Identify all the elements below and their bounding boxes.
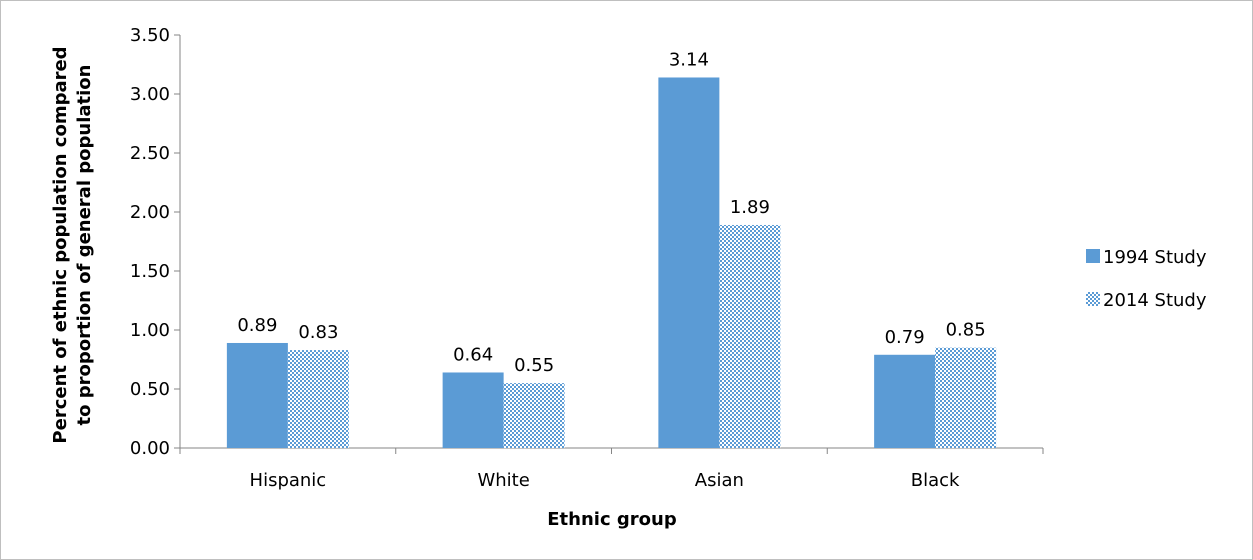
bar (503, 383, 565, 448)
legend-swatch (1086, 292, 1100, 306)
data-label: 0.85 (946, 320, 986, 341)
y-tick-label: 3.50 (130, 25, 170, 46)
data-label: 3.14 (669, 49, 709, 70)
bar (874, 354, 936, 448)
data-label: 1.89 (730, 197, 770, 218)
y-tick-label: 0.00 (130, 438, 170, 459)
y-axis-title-line-1: Percent of ethnic population compared (50, 46, 71, 443)
y-tick-label: 1.00 (130, 320, 170, 341)
bar (719, 224, 781, 448)
data-label: 0.79 (885, 327, 925, 348)
legend-label: 2014 Study (1103, 290, 1207, 311)
bar (658, 77, 720, 448)
y-axis-title: Percent of ethnic population compared to… (50, 46, 95, 443)
data-label: 0.89 (237, 315, 277, 336)
y-tick-label: 3.00 (130, 84, 170, 105)
y-tick-label: 0.50 (130, 379, 170, 400)
x-tick-label: Hispanic (250, 470, 327, 491)
bar (935, 347, 997, 448)
bar (287, 350, 349, 448)
x-tick-label: Asian (695, 470, 744, 491)
bar (442, 372, 504, 448)
legend: 1994 Study 2014 Study (1086, 247, 1207, 311)
legend-swatch (1086, 249, 1100, 263)
bar (226, 342, 288, 448)
x-tick-label: Black (911, 470, 960, 491)
data-label: 0.55 (514, 355, 554, 376)
y-tick-label: 2.50 (130, 143, 170, 164)
data-label: 0.83 (298, 322, 338, 343)
y-tick-label: 1.50 (130, 261, 170, 282)
axes: 0.00 0.50 1.00 1.50 2.00 2.50 3.00 3.50 Hispanic… (130, 25, 1044, 491)
y-axis-title-line-2: to proportion of general population (74, 65, 95, 426)
bars (226, 77, 997, 448)
data-label: 0.64 (453, 344, 493, 365)
x-tick-label: White (477, 470, 529, 491)
data-labels: 0.89 0.83 0.64 0.55 3.14 1.89 0.79 0.85 (237, 49, 985, 376)
legend-label: 1994 Study (1103, 247, 1207, 268)
x-axis-title: Ethnic group (547, 509, 677, 530)
y-tick-label: 2.00 (130, 202, 170, 223)
